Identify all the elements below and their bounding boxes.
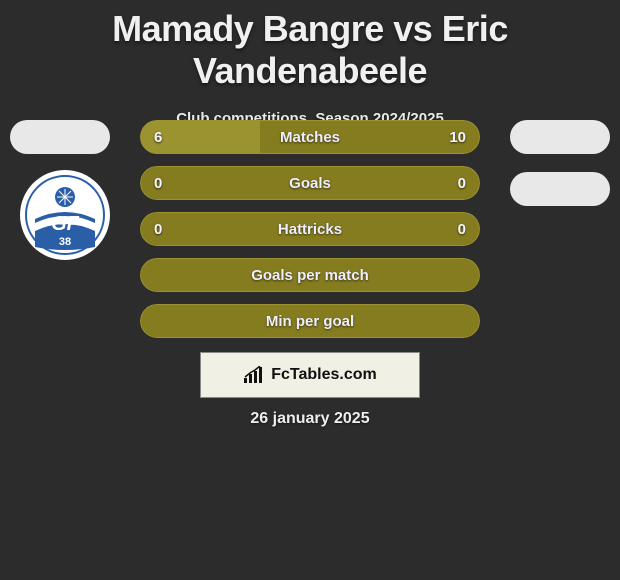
stat-row-goals-per-match: Goals per match [140,258,480,292]
stat-label: Goals [140,166,480,200]
stat-value-right: 0 [458,166,466,200]
stat-row-hattricks: Hattricks0 0 [140,212,480,246]
stat-value-left: 0 [154,166,162,200]
player-right-avatar [510,120,610,154]
snapshot-date: 26 january 2025 [0,410,620,428]
club-number: 38 [59,236,71,248]
comparison-bars: Matches610Goals00Hattricks00Goals per ma… [140,120,480,350]
chart-icon [243,366,265,384]
branding-text: FcTables.com [271,366,377,384]
page-title: Mamady Bangre vs Eric Vandenabeele [0,0,620,92]
stat-value-left: 0 [154,212,162,246]
player-left-club-logo: GF 38 [20,170,110,260]
stat-row-goals: Goals0 0 [140,166,480,200]
stat-label: Goals per match [140,258,480,292]
stat-value-left: 6 [154,120,162,154]
player-right-club-avatar [510,172,610,206]
stat-value-right: 0 [458,212,466,246]
club-initials: GF [51,213,80,235]
stat-label: Hattricks [140,212,480,246]
player-left-avatar [10,120,110,154]
branding-badge: FcTables.com [200,352,420,398]
stat-value-right: 10 [449,120,466,154]
stat-label: Min per goal [140,304,480,338]
stat-row-matches: Matches6 10 [140,120,480,154]
stat-label: Matches [140,120,480,154]
stat-row-min-per-goal: Min per goal [140,304,480,338]
